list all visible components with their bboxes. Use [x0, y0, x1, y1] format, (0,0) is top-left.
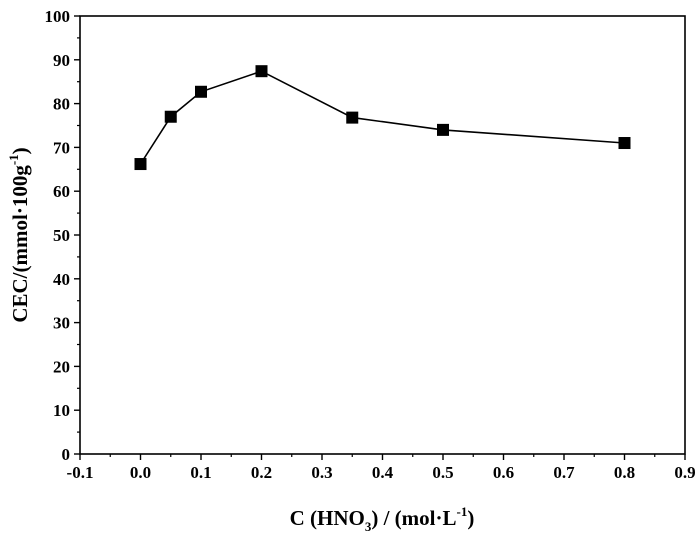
y-tick-label: 40 [53, 270, 70, 289]
x-tick-label: 0.9 [674, 463, 695, 482]
y-tick-label: 80 [53, 95, 70, 114]
x-tick-label: 0.0 [130, 463, 151, 482]
y-tick-label: 30 [53, 314, 70, 333]
y-tick-label: 100 [45, 7, 71, 26]
data-point-marker [195, 85, 207, 98]
x-tick-label: 0.7 [553, 463, 575, 482]
data-point-marker [255, 65, 268, 78]
x-tick-label: 0.5 [432, 463, 453, 482]
y-tick-label: 70 [53, 138, 70, 157]
x-tick-label: 0.1 [190, 463, 211, 482]
x-tick-label: 0.8 [614, 463, 635, 482]
x-tick-label: -0.1 [67, 463, 94, 482]
data-point-marker [437, 123, 449, 136]
x-axis-title: C (HNO3) / (mol·L-1) [290, 504, 475, 534]
x-tick-label: 0.6 [493, 463, 514, 482]
data-point-marker [164, 110, 177, 123]
y-axis-ticks: 0 10 20 30 40 50 60 70 80 90 100 [45, 7, 80, 464]
series-line [139, 70, 625, 165]
y-tick-label: 0 [62, 445, 71, 464]
x-tick-label: 0.4 [372, 463, 394, 482]
data-point-marker [618, 137, 631, 150]
series-group [134, 65, 631, 171]
y-tick-label: 20 [53, 357, 70, 376]
x-tick-label: 0.2 [251, 463, 272, 482]
x-axis-ticks: -0.1 0.0 0.1 0.2 0.3 0.4 0.5 0.6 0.7 0.8 0.9 [67, 454, 696, 482]
x-tick-label: 0.3 [311, 463, 332, 482]
y-tick-label: 60 [53, 182, 70, 201]
y-axis-title: CEC/(mmol·100g-1) [6, 147, 32, 322]
plot-frame [79, 15, 686, 455]
y-tick-label: 10 [53, 401, 70, 420]
data-point-marker [134, 158, 147, 171]
data-point-marker [346, 111, 359, 124]
y-tick-label: 90 [53, 51, 70, 70]
y-tick-label: 50 [53, 226, 70, 245]
